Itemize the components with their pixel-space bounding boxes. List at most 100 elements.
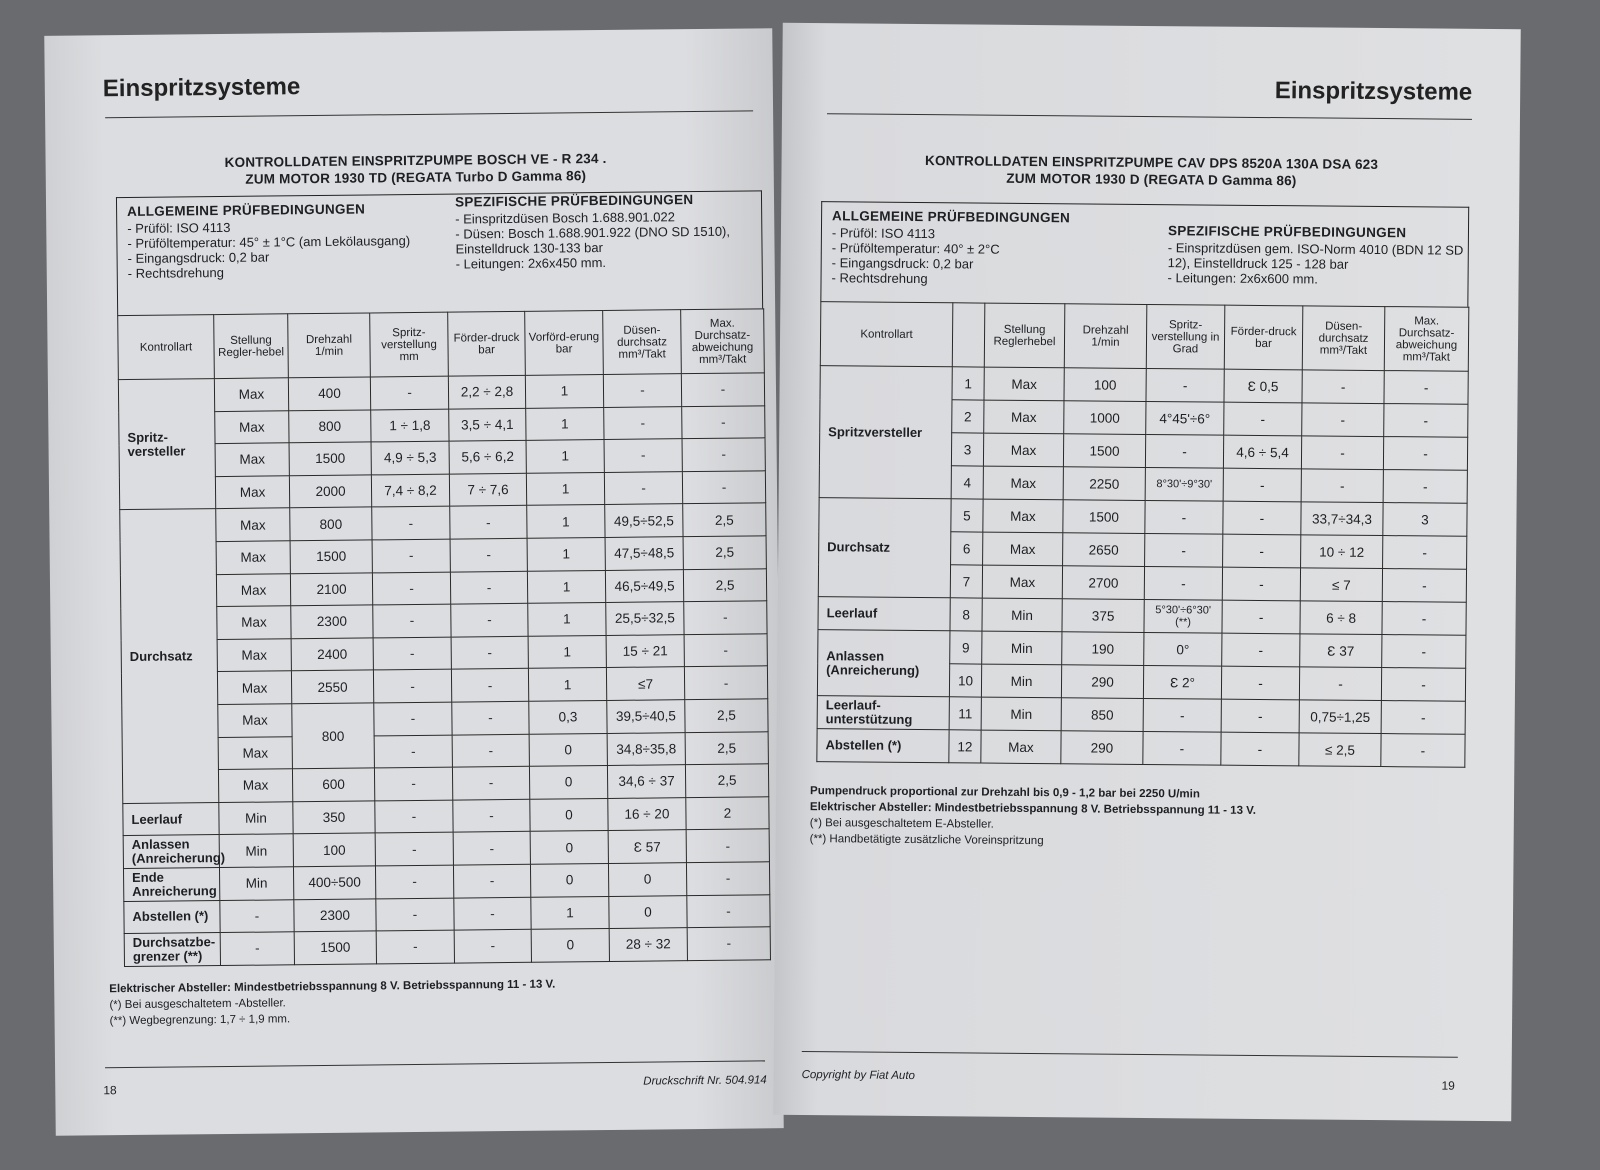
table-cell: - bbox=[1301, 468, 1384, 503]
table-cell: - bbox=[684, 633, 768, 668]
condition-item: Einspritzdüsen gem. ISO-Norm 4010 (BDN 1… bbox=[1168, 240, 1464, 273]
general-heading: ALLGEMEINE PRÜFBEDINGUNGEN bbox=[127, 201, 366, 219]
table-cell: 2 bbox=[685, 796, 770, 830]
control-data-table: Kontrollart Stellung Reglerhebel Drehzahl … bbox=[816, 301, 1469, 768]
control-type: Leerlauf-unterstützung bbox=[817, 695, 950, 730]
page-number: 19 bbox=[1441, 1078, 1455, 1093]
table-cell: Min bbox=[981, 697, 1062, 731]
table-cell: - bbox=[1143, 698, 1222, 733]
column-header: Düsen-durchsatz mm³/Takt bbox=[1302, 305, 1385, 371]
table-cell: - bbox=[1301, 402, 1384, 437]
control-type: Ende Anreicherung bbox=[123, 867, 220, 902]
left-page: Einspritzsysteme KONTROLLDATEN EINSPRITZ… bbox=[44, 28, 784, 1136]
table-cell: 100 bbox=[1063, 367, 1147, 402]
note-electric: Elektrischer Absteller: Mindestbetriebss… bbox=[109, 978, 556, 996]
table-cell: 800 bbox=[291, 702, 375, 769]
document-title: KONTROLLDATEN EINSPRITZPUMPE BOSCH VE - … bbox=[116, 149, 716, 189]
table-cell: - bbox=[681, 405, 766, 439]
table-cell: - bbox=[604, 471, 683, 505]
column-header: Förder-druck bar bbox=[447, 311, 526, 377]
table-cell: - bbox=[1301, 369, 1385, 404]
table-cell: - bbox=[1383, 370, 1469, 405]
table-cell: - bbox=[687, 926, 771, 961]
column-header: Drehzahl 1/min bbox=[1064, 303, 1147, 369]
table-cell: 11 bbox=[949, 696, 982, 731]
print-reference: Druckschrift Nr. 504.914 bbox=[643, 1074, 767, 1088]
note-star2: (**) Handbetätigte zusätzliche Voreinspr… bbox=[809, 833, 1044, 848]
table-cell: - bbox=[1381, 601, 1467, 636]
table-row: Anlassen (Anreicherung) 9 Min 190 0° - Ɛ 37- bbox=[817, 629, 1466, 697]
table-cell: - bbox=[682, 470, 766, 505]
table-cell: - bbox=[1381, 667, 1466, 702]
table-cell: 10 ÷ 12 bbox=[1300, 534, 1383, 569]
table-cell: ≤ 2,5 bbox=[1298, 732, 1382, 767]
table-cell: - bbox=[452, 766, 530, 800]
condition-list: Prüföl: ISO 4113Prüföltemperatur: 40° ± … bbox=[831, 225, 1152, 288]
table-cell: - bbox=[373, 702, 453, 736]
condition-list: Einspritzdüsen gem. ISO-Norm 4010 (BDN 1… bbox=[1168, 240, 1464, 288]
table-cell: 7 ÷ 7,6 bbox=[449, 473, 527, 507]
table-cell: 6 bbox=[950, 531, 983, 566]
table-cell: 1500 bbox=[290, 539, 373, 574]
table-cell: 600 bbox=[292, 768, 375, 802]
table-cell: - bbox=[375, 897, 455, 932]
table-cell: - bbox=[372, 539, 451, 573]
table-cell: 3 bbox=[1382, 502, 1468, 537]
table-cell: 2,5 bbox=[685, 731, 769, 765]
table-cell: Min bbox=[981, 598, 1063, 632]
header-row: Kontrollart Stellung Reglerhebel Drehzahl … bbox=[820, 301, 1469, 372]
table-cell: - bbox=[1381, 634, 1466, 669]
table-cell: - bbox=[371, 506, 451, 540]
table-cell: Max bbox=[218, 768, 293, 803]
table-cell: 34,6 ÷ 37 bbox=[607, 764, 686, 799]
general-conditions: ALLGEMEINE PRÜFBEDINGUNGEN Prüföl: ISO 4… bbox=[127, 201, 438, 281]
table-cell: Min bbox=[219, 834, 294, 868]
table-cell: - bbox=[452, 799, 531, 833]
specific-heading: SPEZIFISCHE PRÜFBEDINGUNGEN bbox=[454, 192, 694, 210]
table-cell: - bbox=[1223, 402, 1302, 436]
table-cell: 15 ÷ 21 bbox=[606, 634, 685, 668]
table-cell: - bbox=[1222, 567, 1301, 601]
table-cell: 39,5÷40,5 bbox=[606, 699, 686, 734]
table-cell: ≤7 bbox=[606, 667, 685, 701]
copyright: Copyright by Fiat Auto bbox=[801, 1069, 916, 1082]
table-cell: - bbox=[1144, 533, 1223, 568]
footnotes: Pumpendruck proportional zur Drehzahl bi… bbox=[810, 783, 1257, 851]
divider bbox=[105, 1060, 766, 1069]
control-type: Durchsatz bbox=[119, 508, 219, 804]
table-cell: 2550 bbox=[291, 670, 374, 704]
table-cell: - bbox=[1382, 535, 1467, 570]
table-cell: Max bbox=[214, 410, 290, 444]
table-cell: - bbox=[374, 734, 453, 769]
column-header: Düsen-durchsatz mm³/Takt bbox=[602, 309, 682, 375]
table-cell: 1 bbox=[528, 635, 607, 669]
table-cell: 8°30'÷9°30' bbox=[1145, 467, 1224, 502]
table-cell: - bbox=[684, 666, 768, 700]
table-cell: 16 ÷ 20 bbox=[607, 797, 687, 831]
control-type: Leerlauf bbox=[817, 596, 951, 631]
column-header: Stellung Regler-hebel bbox=[213, 313, 289, 379]
table-cell: 7,4 ÷ 8,2 bbox=[371, 473, 450, 508]
table-cell: 25,5÷32,5 bbox=[605, 601, 685, 636]
table-cell: 9 bbox=[949, 630, 982, 665]
specific-conditions: SPEZIFISCHE PRÜFBEDINGUNGEN Einspritzdüs… bbox=[1168, 223, 1465, 288]
table-cell: 33,7÷34,3 bbox=[1300, 501, 1384, 536]
note-electric: Elektrischer Absteller: Mindestbetriebss… bbox=[809, 801, 1257, 817]
table-cell: - bbox=[451, 668, 529, 703]
table-cell: 1500 bbox=[289, 442, 372, 476]
table-cell: ≤ 7 bbox=[1300, 567, 1383, 602]
table-cell: 2,5 bbox=[682, 503, 767, 537]
table-cell: 100 bbox=[293, 833, 376, 867]
table-cell: Min bbox=[981, 631, 1062, 665]
table-cell: - bbox=[450, 538, 528, 572]
right-page: Einspritzsysteme KONTROLLDATEN EINSPRITZ… bbox=[773, 22, 1521, 1122]
table-cell: Max bbox=[982, 499, 1064, 533]
column-header: Stellung Reglerhebel bbox=[984, 303, 1065, 368]
table-cell: - bbox=[1145, 434, 1224, 469]
table-cell: 0° bbox=[1143, 632, 1222, 667]
table-cell: 8 bbox=[949, 597, 983, 632]
table-cell: 34,8÷35,8 bbox=[607, 732, 686, 766]
table-cell: 2300 bbox=[293, 898, 377, 932]
table-cell: - bbox=[451, 701, 530, 735]
table-cell: - bbox=[686, 894, 771, 928]
